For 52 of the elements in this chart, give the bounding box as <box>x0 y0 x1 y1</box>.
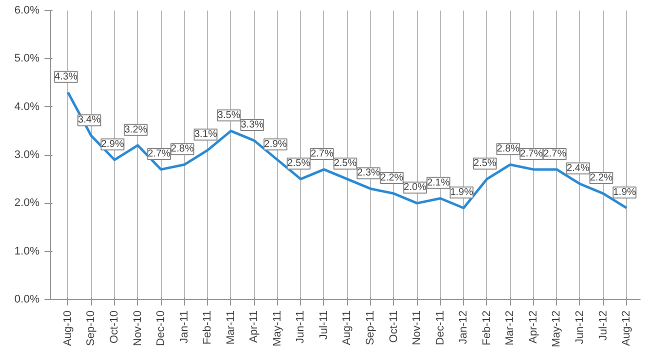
x-tick-label: Mar-12 <box>504 310 516 346</box>
data-label: 2.0% <box>404 182 427 194</box>
x-tick-label: Oct-11 <box>388 310 400 343</box>
x-tick-label: Nov-10 <box>132 310 144 346</box>
x-tick-label: Sep-10 <box>85 310 98 346</box>
data-label: 2.7% <box>543 148 566 160</box>
y-tick-label: 4.0% <box>14 100 40 113</box>
x-tick-label: Jun-12 <box>574 310 586 344</box>
y-tick-label: 1.0% <box>14 245 40 258</box>
data-label: 2.4% <box>566 162 590 174</box>
y-tick-label: 0.0% <box>14 294 40 306</box>
x-tick-label: Jul-12 <box>597 310 610 340</box>
data-label: 2.7% <box>148 148 171 160</box>
x-tick-label: Aug-12 <box>620 310 633 346</box>
x-tick-label: Mar-11 <box>224 310 237 345</box>
x-tick-label: Aug-11 <box>341 310 354 346</box>
data-label: 2.1% <box>426 177 450 188</box>
data-label: 2.2% <box>590 172 613 184</box>
data-label: 2.5% <box>287 158 310 170</box>
data-label: 3.5% <box>217 110 240 121</box>
x-tick-label: Jan-11 <box>178 310 190 344</box>
x-tick-label: Sep-11 <box>364 310 377 346</box>
data-label: 2.5% <box>334 158 357 170</box>
y-tick-label: 3.0% <box>14 149 40 161</box>
x-tick-label: Apr-11 <box>248 310 260 343</box>
x-tick-label: Aug-10 <box>62 310 74 346</box>
x-tick-label: Nov-11 <box>411 310 424 346</box>
x-tick-label: Feb-11 <box>202 310 214 345</box>
y-tick-label: 6.0% <box>14 4 40 16</box>
x-tick-label: Oct-10 <box>108 310 121 344</box>
x-tick-label: Feb-12 <box>480 310 493 346</box>
data-label: 1.9% <box>613 186 636 198</box>
x-tick-label: Apr-12 <box>527 310 540 344</box>
x-tick-label: Jan-12 <box>458 310 470 344</box>
y-tick-label: 2.0% <box>14 197 40 210</box>
data-label: 3.2% <box>124 124 148 136</box>
data-label: 2.9% <box>101 138 124 150</box>
x-tick-label: Dec-10 <box>155 310 168 346</box>
data-label: 2.8% <box>170 144 194 155</box>
data-label: 2.9% <box>264 138 287 150</box>
y-tick-label: 5.0% <box>14 52 40 65</box>
data-label: 2.2% <box>380 172 404 184</box>
data-label: 3.4% <box>78 114 101 126</box>
data-label: 2.3% <box>357 168 380 179</box>
x-tick-label: May-11 <box>271 310 284 346</box>
data-label: 2.5% <box>473 158 496 170</box>
data-label: 2.7% <box>310 148 334 160</box>
x-tick-label: Dec-11 <box>434 310 446 346</box>
data-label: 2.7% <box>520 148 543 160</box>
x-tick-label: Jun-11 <box>294 310 307 344</box>
x-tick-label: May-12 <box>550 310 563 348</box>
x-tick-label: Jul-11 <box>318 310 330 340</box>
